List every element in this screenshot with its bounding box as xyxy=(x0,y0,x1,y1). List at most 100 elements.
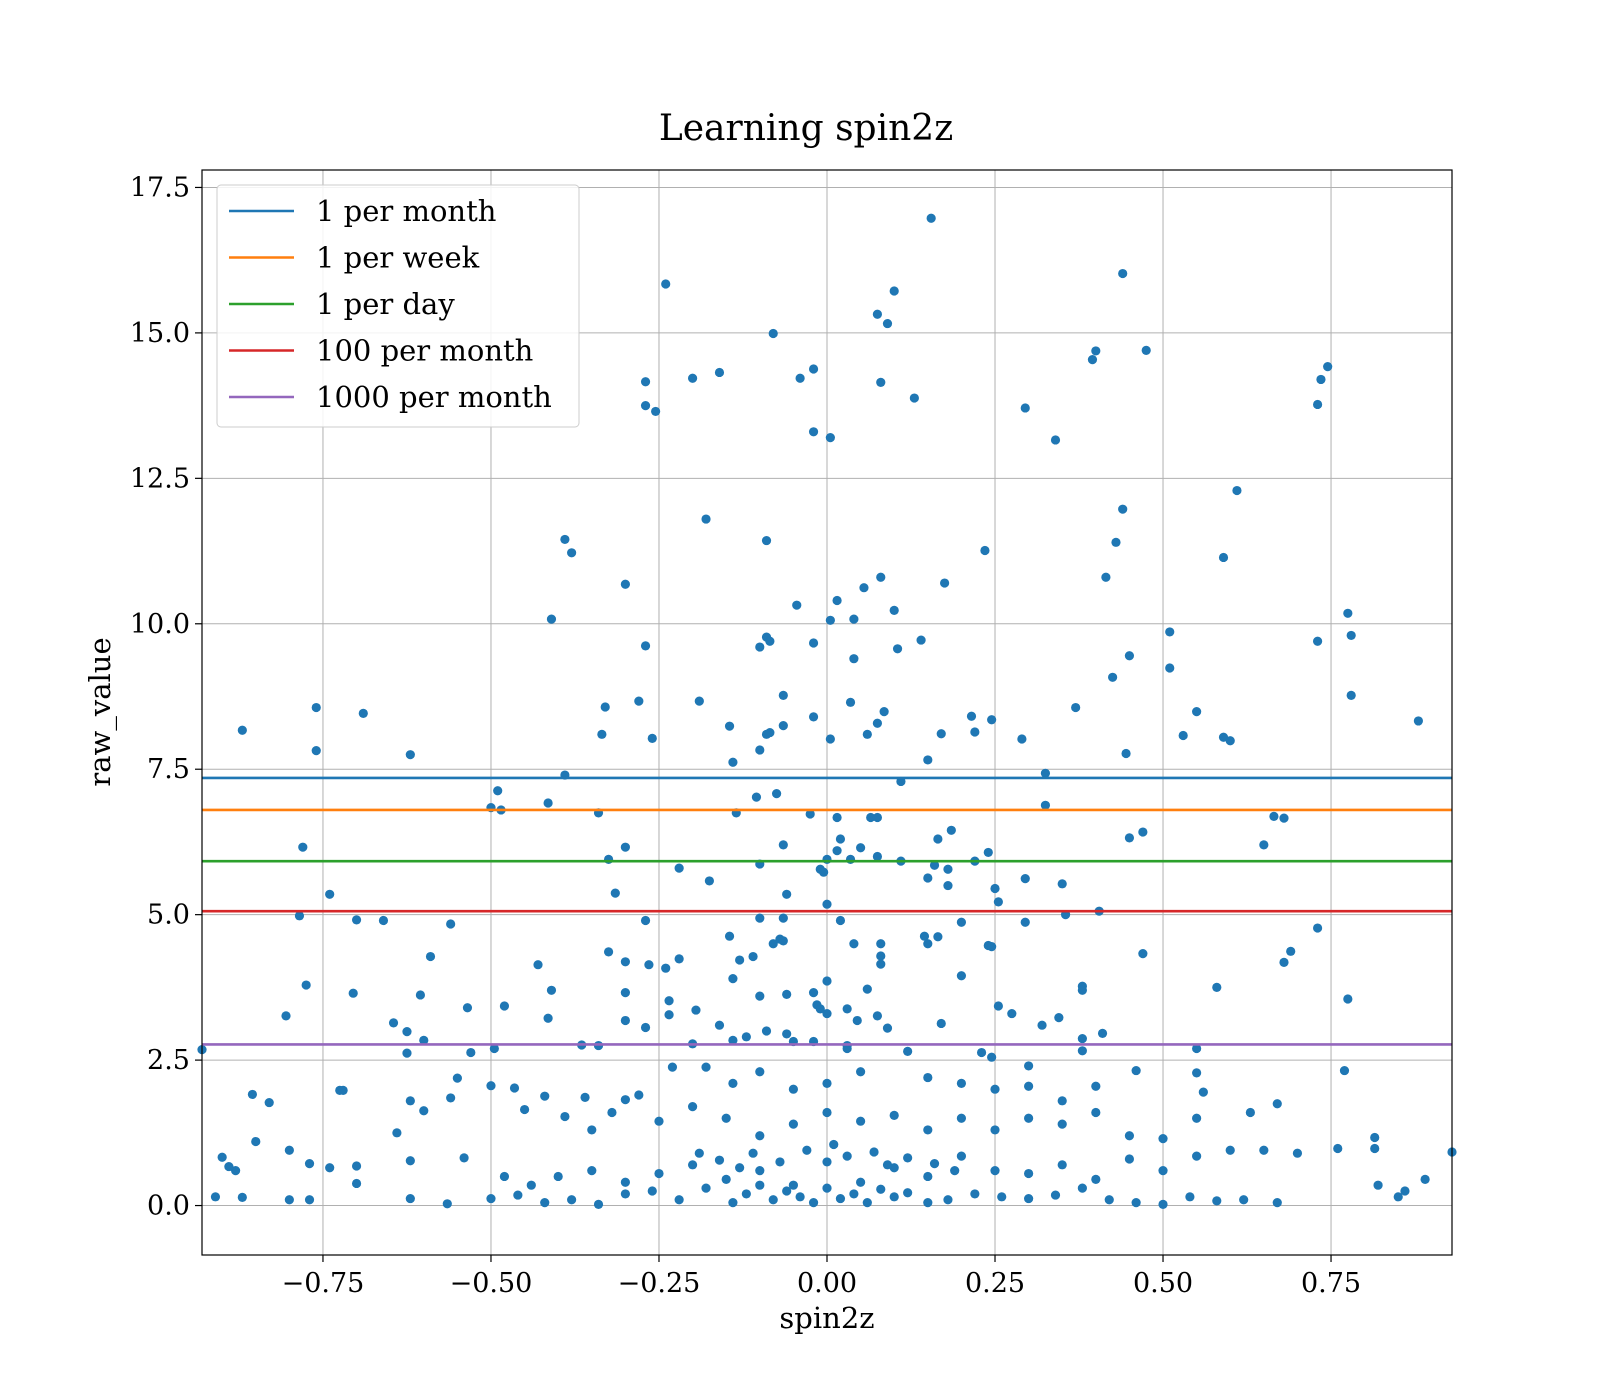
data-point xyxy=(923,1198,933,1208)
data-point xyxy=(647,733,657,743)
data-point xyxy=(351,1161,362,1171)
data-point xyxy=(956,971,967,981)
data-point xyxy=(889,1110,899,1120)
data-point xyxy=(943,1195,953,1205)
data-point xyxy=(1040,800,1051,810)
data-point xyxy=(835,915,846,926)
data-point xyxy=(634,1090,644,1100)
data-point xyxy=(808,712,819,722)
data-point xyxy=(788,1084,798,1094)
data-point xyxy=(1178,730,1188,741)
data-point xyxy=(674,1195,684,1205)
data-point xyxy=(415,990,426,1000)
data-point xyxy=(872,812,883,823)
data-point xyxy=(1312,923,1323,933)
data-point xyxy=(721,1113,731,1123)
data-point xyxy=(1118,504,1128,514)
data-point xyxy=(311,746,321,756)
data-point xyxy=(620,1015,630,1026)
data-point xyxy=(987,715,997,725)
data-point xyxy=(1017,734,1027,744)
data-point xyxy=(792,600,802,610)
data-point xyxy=(970,727,980,737)
data-point xyxy=(728,1035,738,1045)
data-point xyxy=(1024,1193,1034,1204)
data-point xyxy=(889,605,899,615)
data-point xyxy=(1158,1199,1168,1209)
data-point xyxy=(1259,840,1269,850)
y-tick-label: 2.5 xyxy=(147,1045,190,1076)
data-point xyxy=(862,729,872,739)
data-point xyxy=(452,1073,462,1083)
data-point xyxy=(728,1198,738,1208)
data-point xyxy=(778,913,788,923)
data-point xyxy=(832,846,842,856)
data-point xyxy=(654,1116,664,1126)
data-point xyxy=(876,939,886,949)
data-point xyxy=(1346,630,1356,641)
data-point xyxy=(348,988,358,998)
data-point xyxy=(903,1188,913,1198)
legend-box xyxy=(216,184,580,428)
data-point xyxy=(872,1011,883,1021)
data-point xyxy=(889,1192,899,1202)
legend-label: 100 per month xyxy=(316,334,533,368)
data-point xyxy=(987,1052,997,1062)
y-tick-label: 10.0 xyxy=(130,609,190,640)
data-point xyxy=(923,1072,933,1083)
data-point xyxy=(1050,1190,1061,1200)
legend: 1 per month 1 per week 1 per day 100 per mo… xyxy=(216,184,580,428)
data-point xyxy=(956,917,967,927)
x-tick-label: −0.25 xyxy=(618,1268,701,1299)
data-point xyxy=(1091,1107,1101,1118)
data-point xyxy=(640,377,651,387)
data-point xyxy=(1312,636,1323,646)
data-point xyxy=(1077,1046,1087,1056)
y-axis-ticks: 0.0 2.5 5.0 7.5 10.0 12.5 15.0 17.5 xyxy=(130,172,202,1222)
data-point xyxy=(687,1102,698,1112)
data-point xyxy=(284,1195,294,1205)
data-point xyxy=(1272,1099,1282,1109)
data-point xyxy=(620,1177,630,1187)
data-point xyxy=(987,942,997,952)
data-point xyxy=(640,401,651,411)
legend-label: 1 per week xyxy=(316,241,480,275)
data-point xyxy=(929,1159,940,1169)
data-point xyxy=(1239,1195,1249,1205)
data-point xyxy=(782,989,792,999)
data-point xyxy=(237,1192,247,1203)
data-point xyxy=(1165,627,1175,637)
data-point xyxy=(782,1186,792,1196)
data-point xyxy=(466,1047,476,1058)
data-point xyxy=(1024,1168,1034,1179)
data-point xyxy=(1024,1061,1034,1071)
data-point xyxy=(1245,1107,1255,1118)
data-point xyxy=(1124,651,1135,661)
data-point xyxy=(808,427,819,437)
data-point xyxy=(714,1155,725,1165)
data-point xyxy=(849,654,859,664)
data-point xyxy=(856,1067,866,1077)
data-point xyxy=(661,279,671,289)
data-point xyxy=(1077,1183,1087,1193)
data-point xyxy=(916,635,926,645)
y-tick-label: 17.5 xyxy=(130,172,190,203)
data-point xyxy=(1218,552,1229,563)
data-point xyxy=(876,959,886,969)
data-point xyxy=(1413,716,1423,726)
data-point xyxy=(691,1005,701,1015)
x-tick-label: 0.50 xyxy=(1133,1268,1193,1299)
data-point xyxy=(325,1163,335,1173)
y-tick-label: 15.0 xyxy=(130,318,190,349)
data-point xyxy=(1373,1180,1383,1190)
data-point xyxy=(543,1013,553,1023)
data-point xyxy=(210,1192,221,1202)
data-point xyxy=(1091,1081,1101,1091)
data-point xyxy=(1192,1043,1202,1054)
data-point xyxy=(405,1193,415,1204)
data-point xyxy=(755,642,765,652)
data-point xyxy=(802,1145,812,1155)
data-point xyxy=(540,1198,550,1208)
data-point xyxy=(822,854,832,864)
